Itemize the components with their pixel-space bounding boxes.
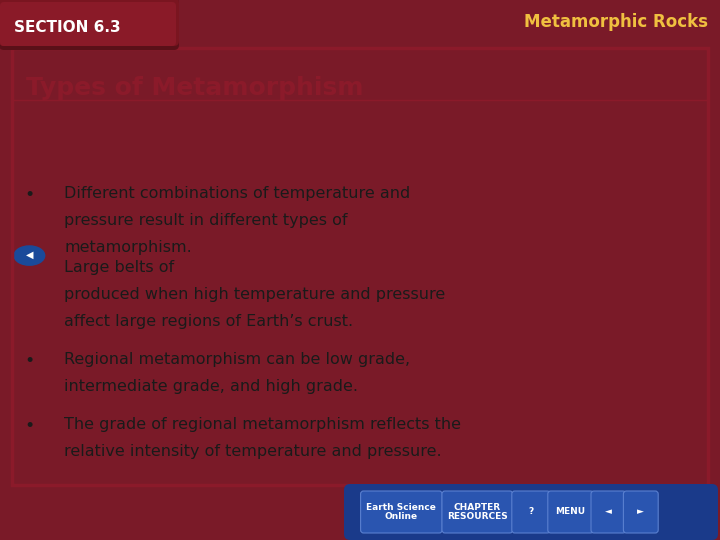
Text: Earth Science
Online: Earth Science Online bbox=[366, 503, 436, 521]
FancyBboxPatch shape bbox=[344, 484, 718, 540]
FancyBboxPatch shape bbox=[361, 491, 442, 533]
Text: •: • bbox=[24, 417, 35, 435]
Text: Large belts of: Large belts of bbox=[64, 260, 179, 275]
FancyBboxPatch shape bbox=[0, 0, 179, 46]
Text: ◀: ◀ bbox=[26, 249, 33, 260]
Text: MENU: MENU bbox=[556, 508, 585, 516]
Text: ?: ? bbox=[528, 508, 534, 516]
FancyBboxPatch shape bbox=[548, 491, 593, 533]
Text: ◄: ◄ bbox=[605, 508, 612, 516]
Text: pressure result in different types of: pressure result in different types of bbox=[64, 213, 348, 228]
FancyBboxPatch shape bbox=[512, 491, 550, 533]
Text: Metamorphic Rocks: Metamorphic Rocks bbox=[524, 13, 708, 31]
Text: relative intensity of temperature and pressure.: relative intensity of temperature and pr… bbox=[64, 444, 442, 460]
Text: •: • bbox=[24, 186, 35, 204]
Text: affect large regions of Earth’s crust.: affect large regions of Earth’s crust. bbox=[64, 314, 354, 329]
Text: metamorphism.: metamorphism. bbox=[64, 240, 192, 255]
Text: ►: ► bbox=[637, 508, 644, 516]
Text: CHAPTER
RESOURCES: CHAPTER RESOURCES bbox=[447, 503, 508, 521]
Text: Regional metamorphism can be low grade,: Regional metamorphism can be low grade, bbox=[64, 352, 410, 367]
Text: Types of Metamorphism: Types of Metamorphism bbox=[26, 76, 364, 100]
Text: intermediate grade, and high grade.: intermediate grade, and high grade. bbox=[64, 379, 359, 394]
Text: SECTION 6.3: SECTION 6.3 bbox=[14, 19, 121, 35]
FancyBboxPatch shape bbox=[624, 491, 658, 533]
Text: produced when high temperature and pressure: produced when high temperature and press… bbox=[64, 287, 446, 302]
Circle shape bbox=[14, 246, 45, 265]
Text: The grade of regional metamorphism reflects the: The grade of regional metamorphism refle… bbox=[64, 417, 462, 432]
Text: •: • bbox=[24, 352, 35, 370]
FancyBboxPatch shape bbox=[442, 491, 513, 533]
FancyBboxPatch shape bbox=[0, 2, 176, 46]
Text: Different combinations of temperature and: Different combinations of temperature an… bbox=[64, 186, 410, 201]
FancyBboxPatch shape bbox=[591, 491, 626, 533]
FancyBboxPatch shape bbox=[0, 0, 179, 50]
